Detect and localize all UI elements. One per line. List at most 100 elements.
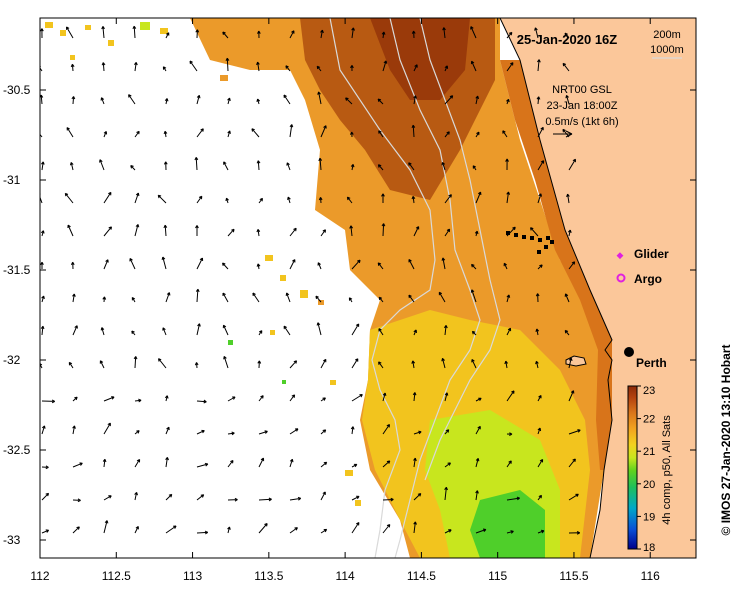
coastline bbox=[499, 18, 613, 558]
current-vector-arrow bbox=[131, 330, 136, 336]
current-vector-arrow bbox=[283, 94, 291, 105]
current-vector-arrow bbox=[133, 356, 138, 369]
current-vector-arrow bbox=[475, 191, 482, 204]
current-vector-arrow bbox=[382, 60, 388, 72]
current-vector-arrow bbox=[378, 361, 384, 369]
current-vector-arrow bbox=[225, 197, 229, 204]
current-vector-arrow bbox=[351, 394, 363, 402]
current-vector-arrow bbox=[162, 327, 167, 336]
x-tick-label: 116 bbox=[641, 569, 660, 583]
credit-text: © IMOS 27-Jan-2020 13:10 Hobart bbox=[719, 345, 733, 536]
colorbar: 23 22 21 20 19 18 4h comp, p50, All Sats bbox=[627, 385, 673, 554]
x-tick-label: 112 bbox=[30, 569, 49, 583]
current-vector-arrow bbox=[320, 29, 324, 39]
current-vector-arrow bbox=[444, 228, 451, 237]
current-vector-arrow bbox=[568, 261, 576, 270]
current-vector-arrow bbox=[506, 432, 513, 437]
current-vector-arrow bbox=[162, 66, 167, 72]
x-tick-label: 115.5 bbox=[559, 569, 588, 583]
colorbar-tick-label: 18 bbox=[643, 542, 655, 554]
current-vector-arrow bbox=[320, 229, 326, 237]
current-vector-arrow bbox=[315, 295, 322, 303]
current-vector-arrow bbox=[444, 131, 450, 138]
current-vector-arrow bbox=[72, 325, 78, 336]
current-vector-arrow bbox=[470, 26, 477, 39]
current-vector-arrow bbox=[348, 297, 353, 303]
current-vector-arrow bbox=[506, 62, 514, 72]
current-vector-arrow bbox=[537, 458, 544, 468]
current-vector-arrow bbox=[568, 458, 576, 468]
current-vector-arrow bbox=[382, 460, 391, 468]
current-vector-arrow bbox=[165, 525, 177, 534]
current-vector-arrow bbox=[320, 358, 327, 369]
current-vector-arrow bbox=[258, 395, 264, 402]
current-vector-arrow bbox=[99, 159, 105, 171]
current-vector-arrow bbox=[134, 525, 139, 534]
current-vector-arrow bbox=[316, 65, 322, 72]
current-vector-arrow bbox=[227, 97, 231, 105]
y-tick-label: -32 bbox=[3, 353, 21, 367]
current-vector-arrow bbox=[289, 458, 294, 468]
current-vector-arrow bbox=[441, 257, 446, 270]
current-vector-arrow bbox=[564, 32, 570, 39]
current-vector-arrow bbox=[411, 30, 416, 39]
current-vector-arrow bbox=[470, 289, 477, 303]
current-vector-arrow bbox=[163, 224, 168, 237]
current-vector-arrow bbox=[72, 396, 78, 402]
current-vector-arrow bbox=[377, 98, 384, 105]
current-vector-arrow bbox=[72, 462, 83, 468]
current-vector-arrow bbox=[103, 226, 112, 237]
x-tick-label: 114 bbox=[336, 569, 355, 583]
current-vector-arrow bbox=[129, 258, 136, 270]
current-vector-arrow bbox=[537, 126, 544, 138]
sst-coastal-strip bbox=[500, 60, 612, 470]
current-vector-arrow bbox=[287, 196, 291, 204]
contour-200m bbox=[389, 18, 481, 558]
current-vector-arrow bbox=[196, 94, 201, 105]
current-vector-arrow bbox=[134, 491, 138, 501]
current-vector-arrow bbox=[72, 526, 80, 534]
current-vector-arrow bbox=[134, 62, 138, 72]
current-vector-arrow bbox=[504, 360, 508, 369]
current-vector-arrow bbox=[70, 63, 75, 72]
current-vector-arrow bbox=[286, 162, 291, 171]
x-tick-label: 115 bbox=[488, 569, 507, 583]
current-vector-arrow bbox=[320, 461, 328, 468]
current-vector-arrow bbox=[195, 288, 200, 303]
current-vector-arrow bbox=[351, 495, 360, 501]
current-vector-arrow bbox=[378, 296, 384, 303]
current-vector-arrow bbox=[444, 486, 448, 501]
current-vector-arrow bbox=[382, 392, 387, 402]
current-vector-arrow bbox=[411, 196, 416, 204]
current-vector-arrow bbox=[444, 529, 452, 534]
current-vector-arrow bbox=[568, 158, 576, 171]
current-vector-arrow bbox=[412, 392, 417, 402]
current-vector-arrow bbox=[194, 157, 199, 171]
current-vector-arrow bbox=[196, 323, 201, 336]
y-tick-label: -33 bbox=[3, 533, 21, 547]
y-tick-label: -32.5 bbox=[3, 443, 31, 457]
current-vector-arrow bbox=[568, 390, 575, 402]
current-vector-arrow bbox=[475, 425, 481, 435]
current-vector-arrow bbox=[441, 357, 446, 369]
current-vector-arrow bbox=[103, 520, 109, 534]
current-vector-arrow bbox=[101, 62, 106, 72]
current-vector-arrow bbox=[196, 257, 204, 270]
current-vector-arrow bbox=[134, 130, 140, 138]
current-vector-arrow bbox=[506, 98, 510, 105]
current-vector-arrow bbox=[223, 161, 229, 171]
current-vector-arrow bbox=[537, 529, 545, 534]
colorbar-label: 4h comp, p50, All Sats bbox=[661, 415, 673, 525]
current-vector-arrow bbox=[382, 524, 391, 534]
current-vector-arrow bbox=[537, 264, 543, 270]
current-vector-arrow bbox=[503, 262, 508, 270]
colorbar-ticks: 23 22 21 20 19 18 bbox=[637, 385, 655, 554]
current-vector-arrow bbox=[258, 330, 263, 336]
current-vector-arrow bbox=[225, 57, 230, 72]
current-vector-arrow bbox=[134, 192, 140, 204]
current-vector-arrow bbox=[165, 32, 170, 39]
current-vector-arrow bbox=[536, 96, 541, 105]
current-vector-arrow bbox=[196, 494, 205, 501]
current-vector-arrow bbox=[289, 124, 294, 138]
bathymetry-contours bbox=[329, 18, 501, 558]
